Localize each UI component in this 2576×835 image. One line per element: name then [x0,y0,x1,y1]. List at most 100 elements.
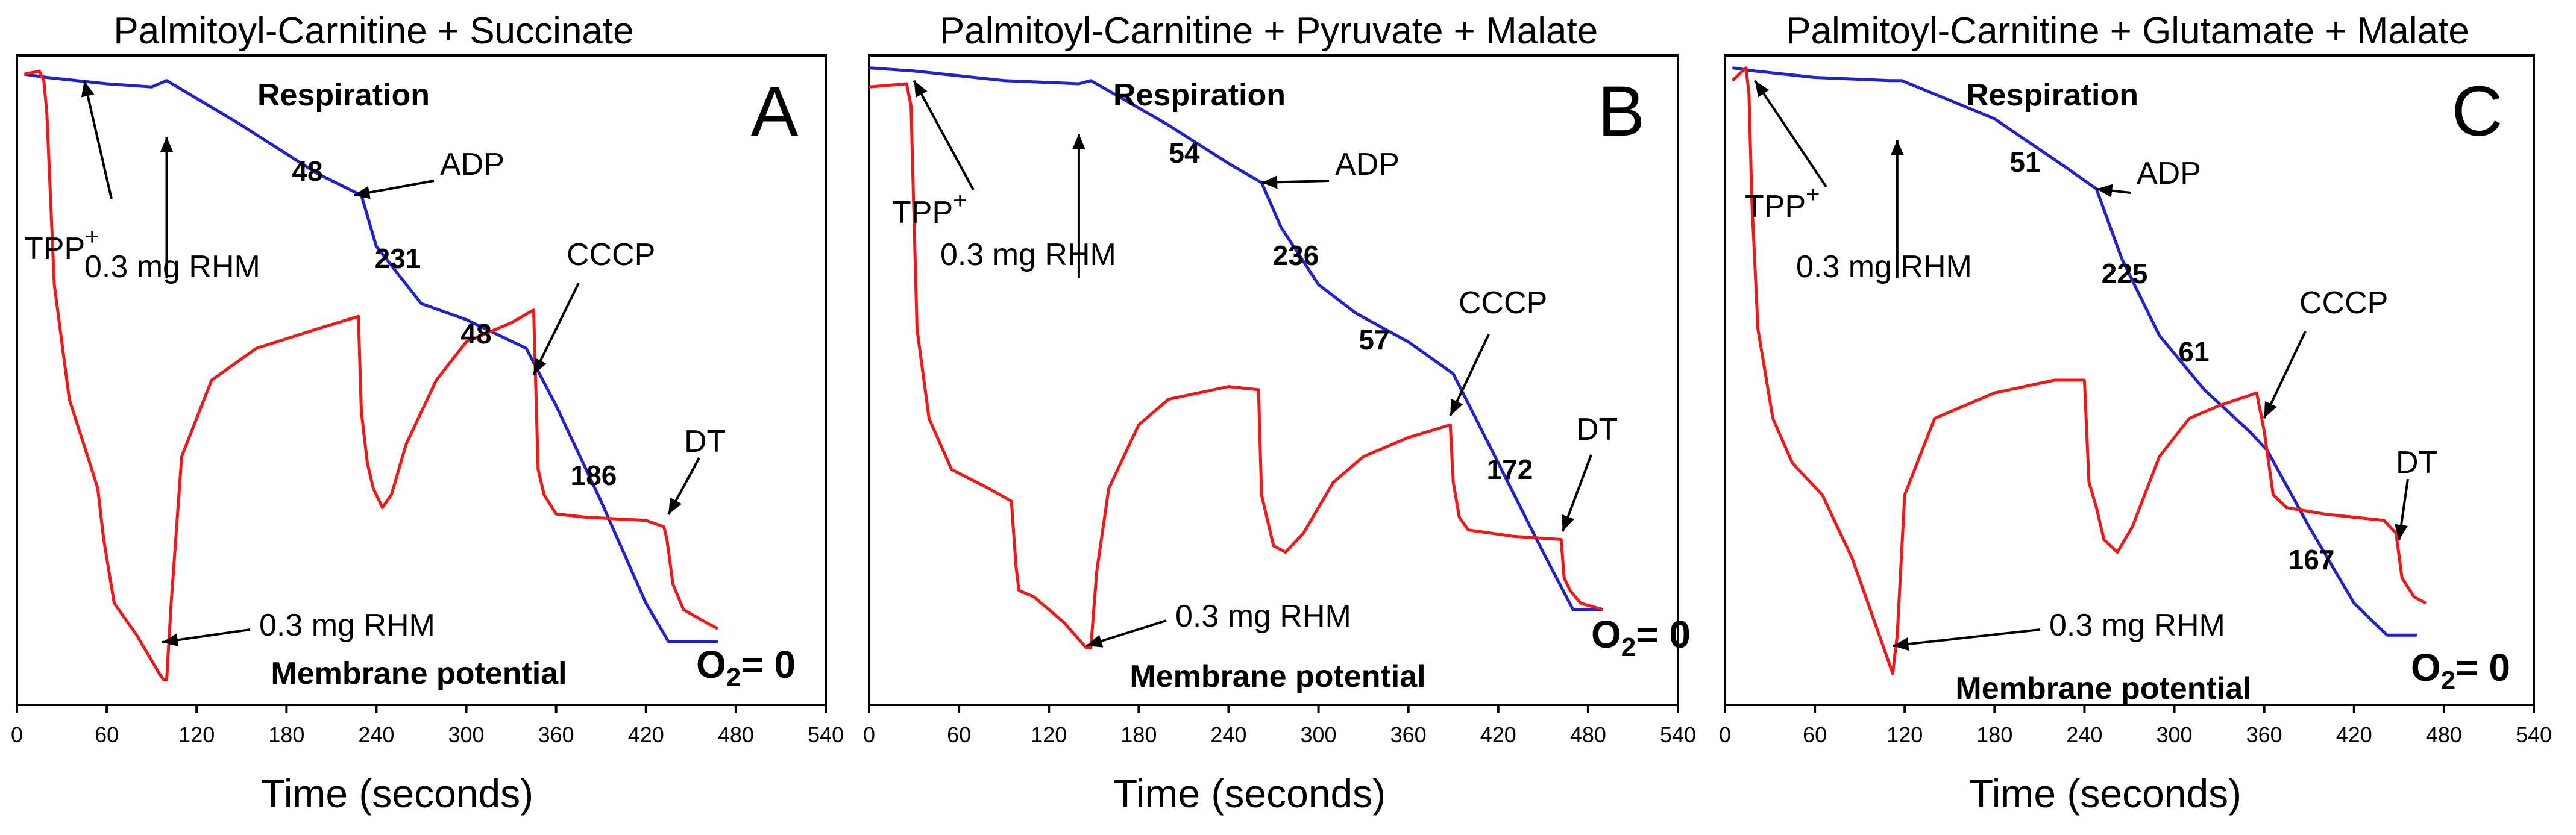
rhm-label-top: 0.3 mg RHM [1796,249,1972,284]
adp-arrow-head [2096,184,2113,198]
panel-A: Palmitoyl-Carnitine + Succinate A 0 60 120 18… [11,10,844,816]
x-tick-label: 300 [1301,722,1337,747]
x-tick-label: 0 [863,722,875,747]
x-tick-label: 240 [358,722,394,747]
tpp-arrow [913,80,975,190]
x-tick-label: 60 [947,722,971,747]
dt-label: DT [684,424,726,459]
rhm-arrow-top-head [1072,134,1085,149]
rhm-label-bottom: 0.3 mg RHM [259,608,435,643]
respiration-label: Respiration [1966,78,2138,113]
series-membrane-potential [1731,66,2427,675]
rate-label: 225 [2102,258,2148,289]
rhm-arrow-bottom [1893,628,2041,647]
membrane-potential-label: Membrane potential [1955,671,2251,706]
panel-B: Palmitoyl-Carnitine + Pyruvate + MalateB… [863,10,1696,816]
x-tick-label: 180 [268,722,304,747]
rhm-arrow-bottom-head [1086,634,1104,648]
series-respiration [24,72,718,643]
x-tick-label: 120 [178,722,215,747]
panel-letter: C [2451,72,2502,151]
tpp-label: TPP+ [24,224,99,266]
membrane-potential-label: Membrane potential [271,656,567,691]
x-tick-label: 540 [2516,722,2552,747]
x-tick-label: 120 [1886,722,1923,747]
cccp-arrow [532,283,580,375]
panel-title: Palmitoyl-Carnitine + Pyruvate + Malate [940,10,1598,52]
plot-frame [1724,54,2535,706]
o2-zero-label: O2= 0 [2411,646,2510,695]
series-membrane-potential [869,82,1604,649]
adp-label: ADP [440,147,504,182]
x-tick-label: 480 [1570,722,1606,747]
cccp-arrow-head [2264,401,2277,418]
rate-label: 51 [2009,146,2040,178]
o2-zero-label: O2= 0 [1591,613,1691,662]
rate-label: 48 [292,155,322,187]
dt-arrow-head [668,497,682,514]
x-tick-label: 60 [1803,722,1827,747]
panels: Palmitoyl-Carnitine + Succinate A 0 60 120 18… [11,10,2552,816]
panel-letter: A [751,72,799,151]
series-respiration [1732,66,2417,637]
x-axis-title: Time (seconds) [1113,771,1386,816]
rhm-arrow-bottom-head [162,633,179,647]
rate-label: 236 [1273,240,1319,271]
rhm-label-bottom: 0.3 mg RHM [1175,599,1351,634]
tpp-label: TPP+ [892,187,967,230]
dt-arrow-head [2395,524,2408,540]
x-tick-label: 300 [448,722,485,747]
panel-letter: B [1598,72,1645,151]
panel-C: Palmitoyl-Carnitine + Glutamate + Malate… [1719,10,2552,816]
x-tick-label: 300 [2157,722,2193,747]
x-tick-label: 540 [808,722,844,747]
rhm-arrow-top-head [1890,140,1904,155]
x-tick-label: 120 [1031,722,1067,747]
series-respiration [869,66,1603,611]
cccp-arrow-head [1450,398,1463,416]
x-tick-label: 0 [1719,722,1731,747]
x-tick-label: 420 [1480,722,1516,747]
cccp-label: CCCP [1459,286,1547,321]
panel-title: Palmitoyl-Carnitine + Glutamate + Malate [1786,10,2469,52]
x-tick-label: 240 [1210,722,1246,747]
dt-arrow-head [1562,514,1575,531]
x-tick-label: 420 [628,722,664,747]
x-axis-title: Time (seconds) [1969,771,2241,816]
x-tick-label: 240 [2066,722,2102,747]
tpp-arrow-head [914,80,928,98]
rhm-arrow-top-head [160,137,174,152]
rate-label: 172 [1487,454,1533,485]
tpp-label: TPP+ [1745,181,1820,224]
x-tick-label: 360 [2246,722,2282,747]
x-tick-label: 360 [1390,722,1427,747]
x-tick-label: 540 [1660,722,1696,747]
adp-arrow-head [1261,175,1278,189]
adp-arrow-head [354,186,371,199]
rhm-label-top: 0.3 mg RHM [84,249,260,284]
plot-frame [868,54,1679,706]
x-tick-label: 0 [11,722,23,747]
x-tick-label: 480 [2426,722,2462,747]
rate-label: 54 [1169,137,1200,169]
plot-frame [16,54,827,706]
tpp-arrow-head [81,80,95,98]
cccp-arrow-head [533,357,547,375]
rhm-label-top: 0.3 mg RHM [940,237,1116,272]
rate-label: 186 [571,460,617,491]
x-tick-label: 60 [95,722,119,747]
x-tick-label: 180 [1120,722,1157,747]
rate-label: 167 [2289,544,2335,575]
adp-label: ADP [1335,147,1400,182]
series-membrane-potential [24,69,719,681]
cccp-arrow [2263,331,2307,419]
x-tick-label: 420 [2336,722,2372,747]
rhm-label-bottom: 0.3 mg RHM [2049,608,2225,643]
adp-label: ADP [2137,156,2201,191]
dt-label: DT [2396,445,2437,480]
x-axis-title: Time (seconds) [261,771,533,816]
tpp-arrow-head [1755,80,1770,98]
dt-label: DT [1576,412,1618,447]
rate-label: 61 [2178,336,2209,367]
